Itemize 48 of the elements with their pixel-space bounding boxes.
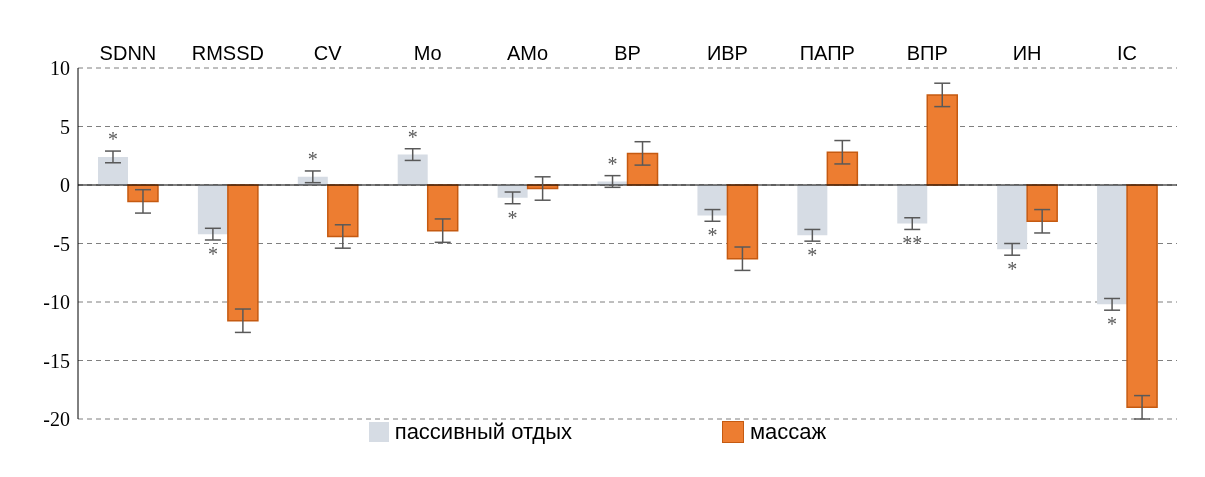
bar [826, 151, 859, 186]
x-tick-label: ИН [1012, 42, 1042, 64]
x-tick-label: AMo [507, 42, 549, 64]
data-label: * [407, 125, 418, 148]
bar [197, 185, 228, 235]
x-tick-label: CV [313, 42, 343, 64]
x-tick-label: Mo [413, 42, 442, 64]
data-label: * [807, 244, 818, 267]
bar [697, 185, 728, 216]
data-label: * [1107, 313, 1118, 336]
bar [797, 185, 828, 236]
bar [726, 184, 759, 260]
x-tick-label: ИВР [706, 42, 748, 64]
data-label: * [107, 128, 118, 151]
bar [97, 156, 128, 185]
data-label: * [207, 242, 218, 265]
y-tick-label: -15 [43, 349, 70, 372]
x-tick-label: SDNN [99, 42, 157, 64]
legend-label: массаж [748, 419, 827, 445]
bar [926, 94, 958, 186]
legend-label: пассивный отдых [393, 419, 572, 445]
bar [626, 152, 659, 186]
bar [1097, 185, 1128, 305]
y-tick-label: -5 [53, 232, 70, 255]
y-tick-label: 5 [60, 115, 70, 138]
x-tick-label: ВПР [906, 42, 948, 64]
data-label: * [507, 206, 518, 229]
y-tick-label: 0 [60, 174, 70, 197]
y-tick-label: -10 [43, 291, 70, 314]
bar [327, 184, 359, 238]
bar [1126, 184, 1158, 409]
bar [227, 184, 259, 322]
data-label: ** [902, 232, 923, 255]
bar [997, 185, 1028, 250]
bar [1026, 184, 1058, 223]
x-tick-label: IC [1117, 42, 1138, 64]
y-tick-label: 10 [50, 57, 70, 80]
data-label: * [607, 152, 618, 175]
data-label: * [707, 224, 718, 247]
data-label: * [1007, 258, 1018, 281]
bar [397, 154, 428, 185]
x-tick-label: RMSSD [191, 42, 264, 64]
bar [897, 185, 928, 224]
bar [426, 184, 459, 232]
x-tick-label: ПАПР [799, 42, 855, 64]
data-label: * [307, 147, 318, 170]
x-tick-label: BP [614, 42, 641, 64]
y-tick-label: -20 [43, 408, 70, 431]
